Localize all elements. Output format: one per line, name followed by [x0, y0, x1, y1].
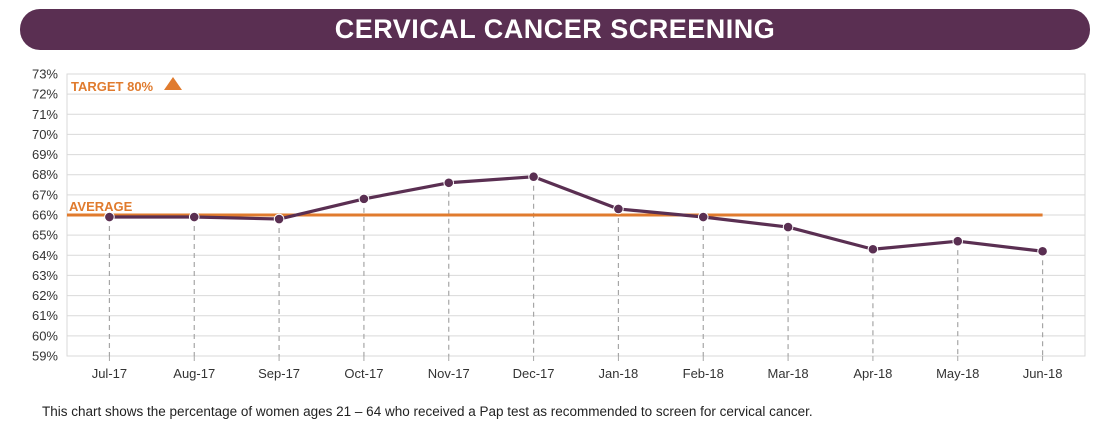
title-banner: CERVICAL CANCER SCREENING	[20, 9, 1090, 50]
x-axis-ticks: Jul-17 Aug-17 Sep-17 Oct-17 Nov-17 Dec-17 Jan-…	[92, 356, 1063, 381]
x-tick-label: Feb-18	[683, 366, 724, 381]
chart-title: CERVICAL CANCER SCREENING	[334, 14, 776, 44]
data-point	[697, 211, 709, 223]
x-tick-label: Aug-17	[173, 366, 215, 381]
y-tick-label: 72%	[32, 87, 58, 102]
data-point	[613, 203, 624, 215]
y-tick-label: 66%	[32, 208, 58, 223]
average-label: AVERAGE	[69, 199, 133, 214]
data-point	[952, 235, 964, 247]
x-tick-label: Oct-17	[344, 366, 383, 381]
y-tick-label: 73%	[32, 67, 58, 82]
y-tick-label: 71%	[32, 107, 58, 122]
y-tick-label: 59%	[32, 349, 58, 364]
series-line	[109, 175, 1043, 253]
drop-lines	[108, 176, 1044, 356]
data-point	[528, 171, 539, 183]
target-layer: TARGET 80%	[71, 77, 182, 94]
x-tick-label: Jul-17	[92, 366, 127, 381]
y-tick-label: 63%	[32, 268, 58, 283]
target-triangle-icon	[164, 77, 182, 90]
data-point	[443, 177, 455, 189]
series-layer	[104, 171, 1048, 257]
x-tick-label: May-18	[936, 366, 979, 381]
x-tick-label: Dec-17	[513, 366, 555, 381]
x-tick-label: Jun-18	[1023, 366, 1063, 381]
y-tick-label: 69%	[32, 147, 58, 162]
y-tick-label: 64%	[32, 248, 58, 263]
y-tick-label: 61%	[32, 308, 58, 323]
x-tick-label: Jan-18	[599, 366, 639, 381]
data-point	[358, 193, 370, 205]
x-tick-label: Nov-17	[428, 366, 470, 381]
y-tick-label: 68%	[32, 167, 58, 182]
target-label: TARGET 80%	[71, 79, 154, 94]
data-point	[188, 211, 200, 223]
x-tick-label: Sep-17	[258, 366, 300, 381]
y-tick-label: 62%	[32, 288, 58, 303]
data-point	[782, 221, 794, 233]
y-tick-label: 60%	[32, 328, 58, 343]
y-tick-label: 67%	[32, 187, 58, 202]
data-point	[104, 211, 115, 223]
data-point	[867, 243, 879, 255]
y-tick-label: 65%	[32, 228, 58, 243]
x-tick-label: Apr-18	[853, 366, 892, 381]
data-point	[1037, 245, 1048, 257]
y-tick-label: 70%	[32, 127, 58, 142]
chart-area: 59% 60% 61% 62% 63% 64% 65% 66% 67% 68% 69% 70% 71% 7…	[32, 67, 1086, 381]
x-tick-label: Mar-18	[767, 366, 808, 381]
y-axis-ticks: 59% 60% 61% 62% 63% 64% 65% 66% 67% 68% 69% 70% 71% 7…	[32, 67, 58, 364]
data-point	[273, 213, 285, 225]
chart-caption: This chart shows the percentage of women…	[42, 404, 813, 419]
